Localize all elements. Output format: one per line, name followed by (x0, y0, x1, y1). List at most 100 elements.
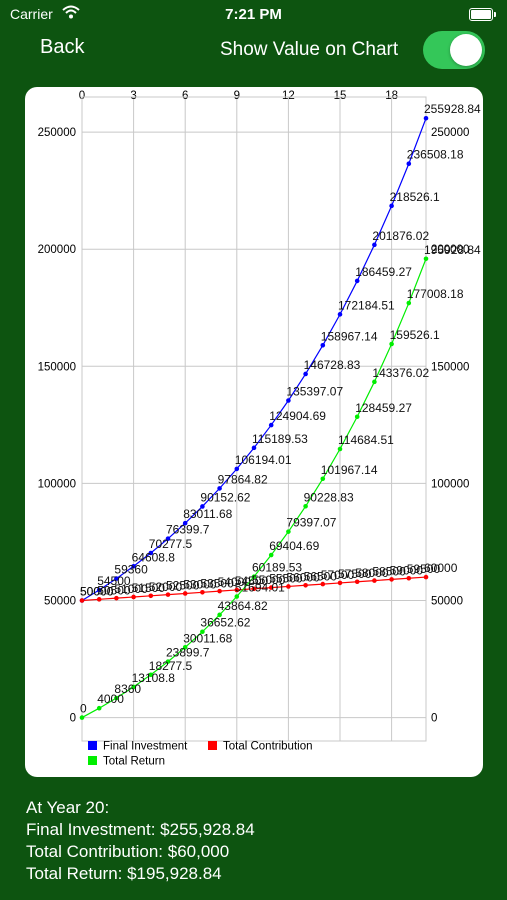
data-label: 57500 (338, 567, 372, 581)
wifi-icon (62, 5, 80, 22)
legend-swatch (88, 756, 97, 765)
data-point (354, 579, 360, 585)
data-point (96, 587, 102, 593)
data-label: 54000 (218, 575, 252, 589)
data-point (165, 659, 171, 664)
x-tick-label: 18 (385, 90, 398, 102)
data-point (114, 576, 119, 581)
y-tick-label-right: 100000 (431, 478, 469, 490)
data-point (337, 312, 343, 317)
data-point (372, 379, 377, 385)
y-tick-label-right: 200000 (431, 244, 469, 256)
data-point (234, 466, 240, 472)
data-point (96, 705, 102, 711)
data-label: 218526.1 (390, 190, 440, 204)
data-label: 143376.02 (372, 366, 429, 380)
data-label: 76399.7 (166, 523, 210, 537)
data-point (165, 592, 171, 597)
summary-heading: At Year 20: (26, 798, 110, 817)
data-label: 128459.27 (355, 401, 412, 415)
data-label: 50000 (80, 584, 114, 598)
data-label: 146728.83 (304, 358, 361, 372)
data-point (217, 588, 222, 594)
data-label: 23899.7 (166, 646, 210, 660)
data-point (423, 115, 429, 121)
status-bar: Carrier 7:21 PM (0, 0, 507, 30)
data-label: 56500 (304, 569, 338, 583)
data-point (286, 398, 291, 403)
data-label: 69404.69 (269, 539, 319, 553)
data-point (268, 552, 274, 558)
data-label: 90228.83 (304, 490, 354, 504)
data-label: 55500 (269, 572, 303, 586)
data-point (182, 644, 188, 650)
data-point (303, 503, 308, 509)
data-point (79, 715, 85, 720)
data-label: 50000 (80, 584, 114, 598)
data-point (389, 203, 394, 209)
data-point (286, 529, 291, 534)
y-tick-label-left: 0 (70, 713, 76, 725)
data-label: 124904.69 (269, 409, 326, 423)
data-point (165, 536, 171, 541)
x-tick-label: 0 (79, 90, 85, 102)
data-point (182, 520, 188, 526)
legend-swatch (88, 741, 97, 750)
plot-frame (81, 96, 427, 742)
data-label: 51694.01 (235, 581, 285, 595)
data-point (251, 445, 257, 451)
data-point (303, 371, 308, 377)
x-tick-label: 3 (130, 90, 136, 102)
y-tick-label-right: 150000 (431, 361, 469, 373)
data-label: 60189.53 (252, 561, 302, 575)
show-value-toggle[interactable] (423, 31, 485, 69)
y-tick-label-right: 0 (431, 713, 437, 725)
data-point (286, 584, 291, 589)
summary-total-return: Total Return: $195,928.84 (26, 864, 222, 883)
data-label: 83011.68 (183, 507, 232, 521)
y-tick-label-left: 50000 (44, 595, 76, 607)
data-point (148, 672, 154, 678)
data-point (96, 597, 102, 602)
data-label: 79397.07 (286, 516, 336, 530)
data-point (217, 612, 222, 618)
data-point (320, 476, 326, 482)
data-label: 201876.02 (372, 229, 429, 243)
data-point (372, 242, 377, 248)
y-tick-label-left: 150000 (38, 361, 76, 373)
x-tick-label: 9 (234, 90, 240, 102)
data-point (268, 585, 274, 590)
data-label: 8360 (114, 682, 141, 696)
data-label: 106194.01 (235, 453, 292, 467)
clock-time: 7:21 PM (225, 6, 282, 23)
y-tick-label-left: 250000 (38, 127, 76, 139)
summary-section: At Year 20: Final Investment: $255,928.8… (26, 797, 255, 885)
data-label: 59500 (407, 562, 441, 576)
data-label: 53500 (200, 576, 234, 590)
data-label: 55000 (252, 573, 286, 587)
data-label: 51000 (114, 582, 148, 596)
data-label: 36652.62 (200, 616, 250, 630)
data-label: 159526.1 (390, 328, 440, 342)
legend-swatch (208, 741, 217, 750)
data-point (337, 580, 343, 586)
data-label: 90152.62 (200, 490, 250, 504)
legend-label: Final Investment (103, 741, 188, 753)
x-tick-label: 6 (182, 90, 188, 102)
data-point (389, 577, 394, 582)
data-label: 18277.5 (149, 659, 193, 673)
data-point (389, 341, 394, 347)
data-label: 56000 (286, 570, 320, 584)
data-point (114, 695, 119, 701)
data-label: 70277.5 (149, 537, 193, 551)
data-label: 195928.84 (424, 243, 481, 257)
summary-total-contribution: Total Contribution: $60,000 (26, 842, 230, 861)
show-value-label: Show Value on Chart (220, 39, 399, 60)
data-point (303, 582, 308, 588)
back-button[interactable]: Back (40, 36, 85, 58)
data-label: 59000 (390, 563, 424, 577)
data-point (423, 256, 429, 262)
x-tick-label: 12 (282, 90, 295, 102)
data-label: 177008.18 (407, 287, 464, 301)
